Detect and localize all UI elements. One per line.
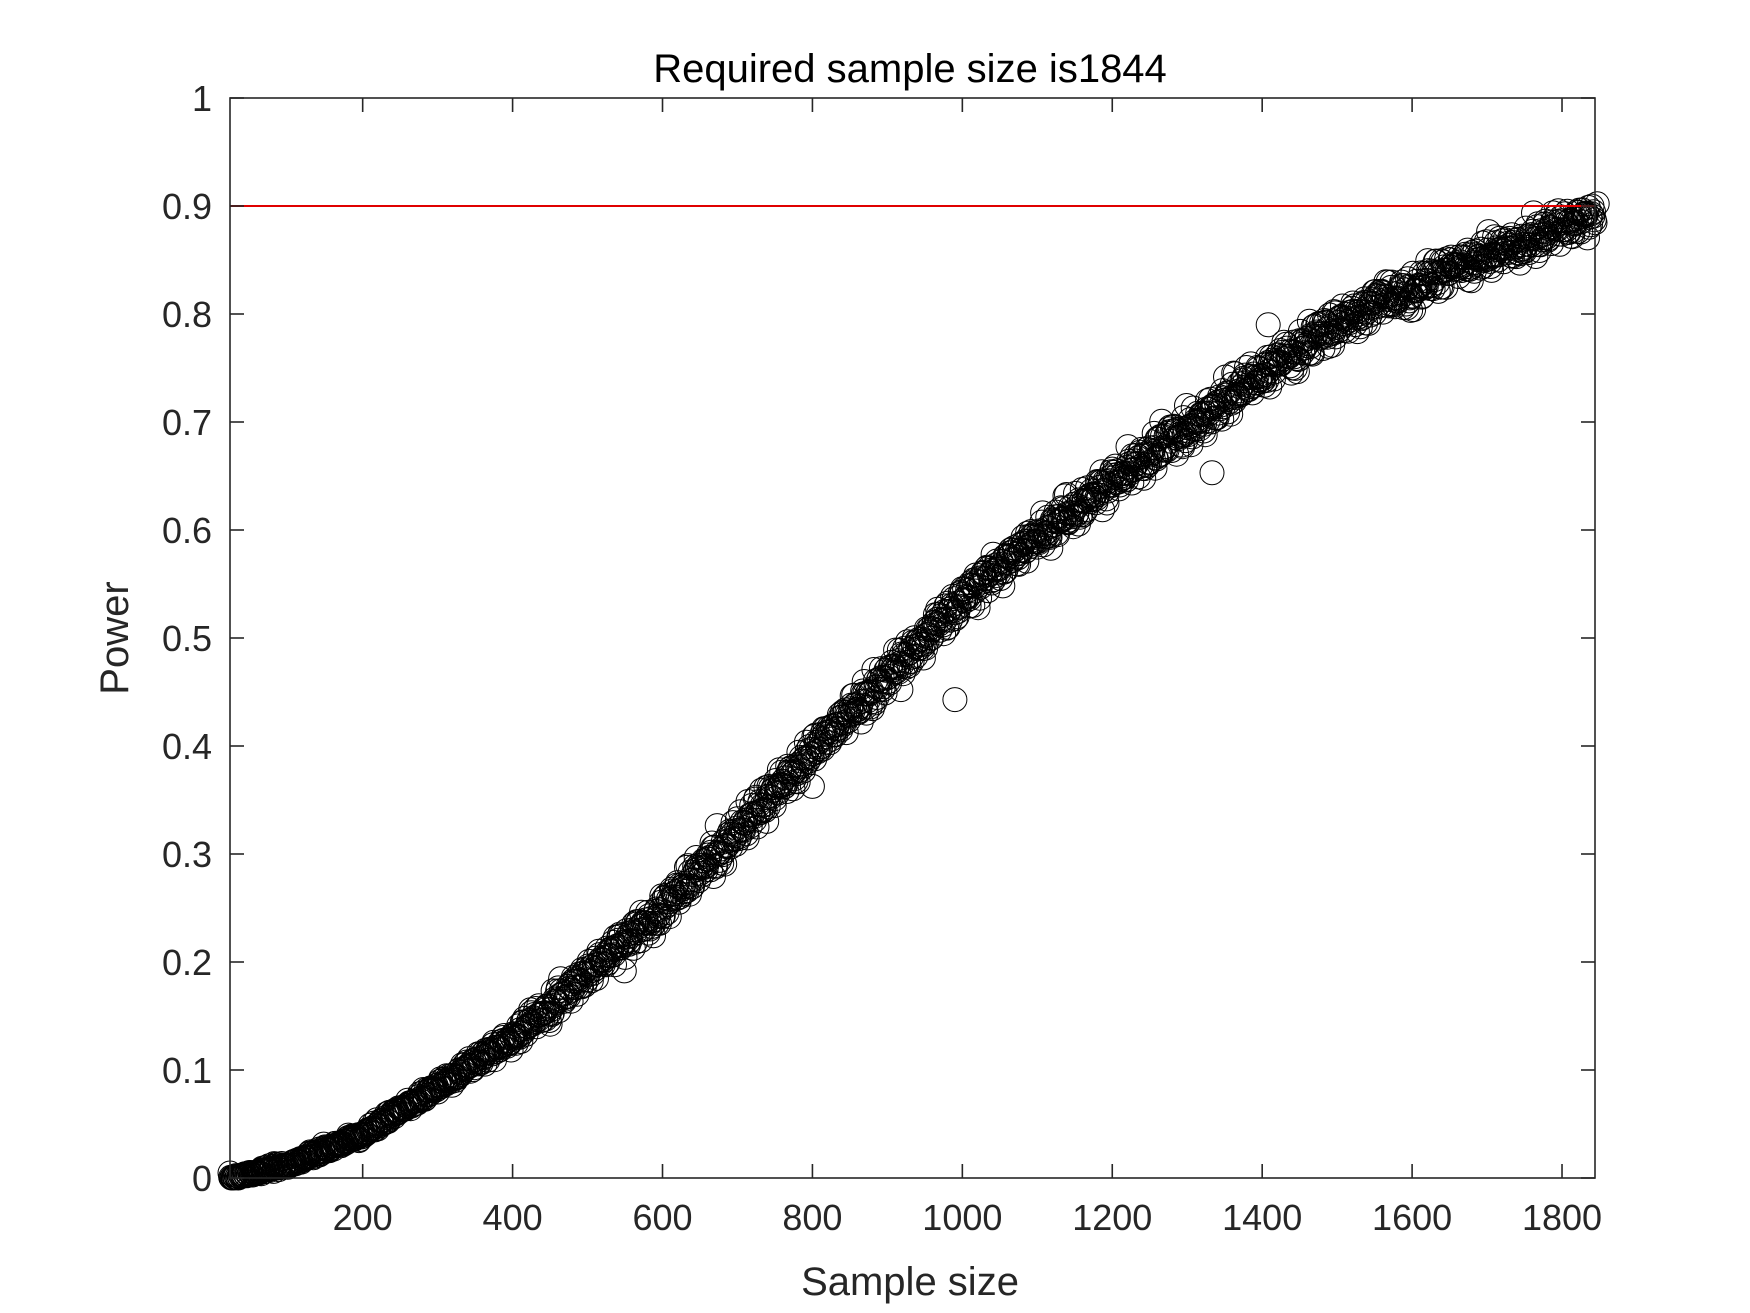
data-point	[362, 1117, 388, 1143]
y-axis-label: Power	[93, 581, 137, 694]
y-tick-label: 0.1	[162, 1050, 212, 1091]
data-point	[1459, 240, 1485, 265]
outlier-point	[1584, 191, 1610, 217]
data-point	[856, 681, 882, 707]
data-point	[1231, 370, 1257, 396]
y-tick-label: 0.8	[162, 294, 212, 335]
x-tick-label: 1600	[1372, 1197, 1452, 1238]
data-point	[602, 952, 627, 978]
data-point	[611, 958, 637, 984]
data-point	[1340, 290, 1366, 316]
data-point	[862, 690, 888, 716]
data-point	[1192, 422, 1218, 448]
y-tick-label: 1	[192, 78, 212, 119]
data-point	[1254, 368, 1280, 393]
data-point	[1578, 212, 1603, 238]
x-tick-label: 200	[333, 1197, 393, 1238]
y-tick-label: 0.4	[162, 726, 212, 767]
data-point	[766, 774, 792, 800]
y-tick-label: 0.6	[162, 510, 212, 551]
data-point	[1316, 333, 1342, 359]
x-axis-label: Sample size	[801, 1260, 1019, 1304]
y-axis: 0 0.1 0.2 0.3 0.4 0.5 0.6 0.7 0.8 0.9 1	[162, 78, 1595, 1199]
data-point	[890, 661, 916, 687]
x-tick-label: 400	[483, 1197, 543, 1238]
y-tick-label: 0.2	[162, 942, 212, 983]
y-tick-label: 0	[192, 1158, 212, 1199]
x-tick-label: 1400	[1222, 1197, 1302, 1238]
data-point	[910, 645, 936, 671]
x-tick-label: 600	[632, 1197, 692, 1238]
data-point	[612, 944, 638, 970]
data-point	[650, 903, 676, 929]
data-points	[217, 191, 1610, 1191]
outlier-point	[1199, 460, 1225, 486]
data-point	[709, 850, 735, 876]
data-point	[853, 700, 879, 726]
data-point	[785, 769, 811, 795]
data-point	[1575, 225, 1600, 251]
data-point	[1284, 359, 1310, 385]
x-axis: 200 400 600 800 1000 1200 1400 1600 1800	[333, 98, 1602, 1238]
data-point	[914, 628, 940, 654]
data-point	[823, 722, 849, 748]
data-point	[1025, 529, 1051, 555]
x-tick-label: 1200	[1072, 1197, 1152, 1238]
x-tick-label: 1000	[922, 1197, 1002, 1238]
data-point	[1401, 297, 1427, 323]
data-point	[1418, 273, 1444, 299]
data-point	[1560, 224, 1585, 250]
data-point	[1119, 470, 1145, 496]
x-tick-label: 800	[782, 1197, 842, 1238]
data-point	[911, 631, 937, 657]
data-point	[1218, 401, 1244, 427]
data-point	[1052, 483, 1078, 509]
x-tick-label: 1800	[1522, 1197, 1602, 1238]
outlier-point	[1255, 312, 1281, 338]
y-tick-label: 0.7	[162, 402, 212, 443]
data-point	[703, 854, 729, 880]
data-point	[799, 773, 825, 799]
y-tick-label: 0.5	[162, 618, 212, 659]
data-point	[1170, 434, 1196, 460]
data-point	[957, 586, 983, 612]
data-point	[848, 709, 874, 735]
data-point	[805, 736, 831, 762]
data-point	[1576, 214, 1602, 240]
data-point	[960, 593, 986, 618]
data-point	[919, 617, 945, 643]
data-point	[687, 860, 713, 886]
data-point	[884, 655, 910, 681]
data-point	[641, 923, 666, 949]
data-point	[452, 1056, 478, 1082]
data-point	[754, 808, 780, 834]
data-point	[888, 677, 914, 703]
outlier-point	[942, 687, 968, 713]
data-point	[731, 818, 756, 844]
data-point	[501, 1022, 527, 1048]
data-point	[857, 694, 883, 720]
chart-title: Required sample size is1844	[653, 47, 1167, 91]
data-point	[1012, 539, 1038, 564]
data-point	[739, 793, 765, 818]
y-tick-label: 0.9	[162, 186, 212, 227]
data-point	[817, 730, 843, 756]
data-point	[650, 904, 675, 930]
data-point	[1509, 223, 1534, 249]
data-point	[1523, 244, 1549, 269]
data-point	[1425, 270, 1451, 296]
data-point	[859, 696, 885, 722]
data-point	[1090, 497, 1115, 523]
data-point	[748, 800, 774, 825]
y-tick-label: 0.3	[162, 834, 212, 875]
data-point	[965, 595, 991, 621]
data-point	[781, 766, 807, 792]
data-point	[1009, 532, 1035, 558]
